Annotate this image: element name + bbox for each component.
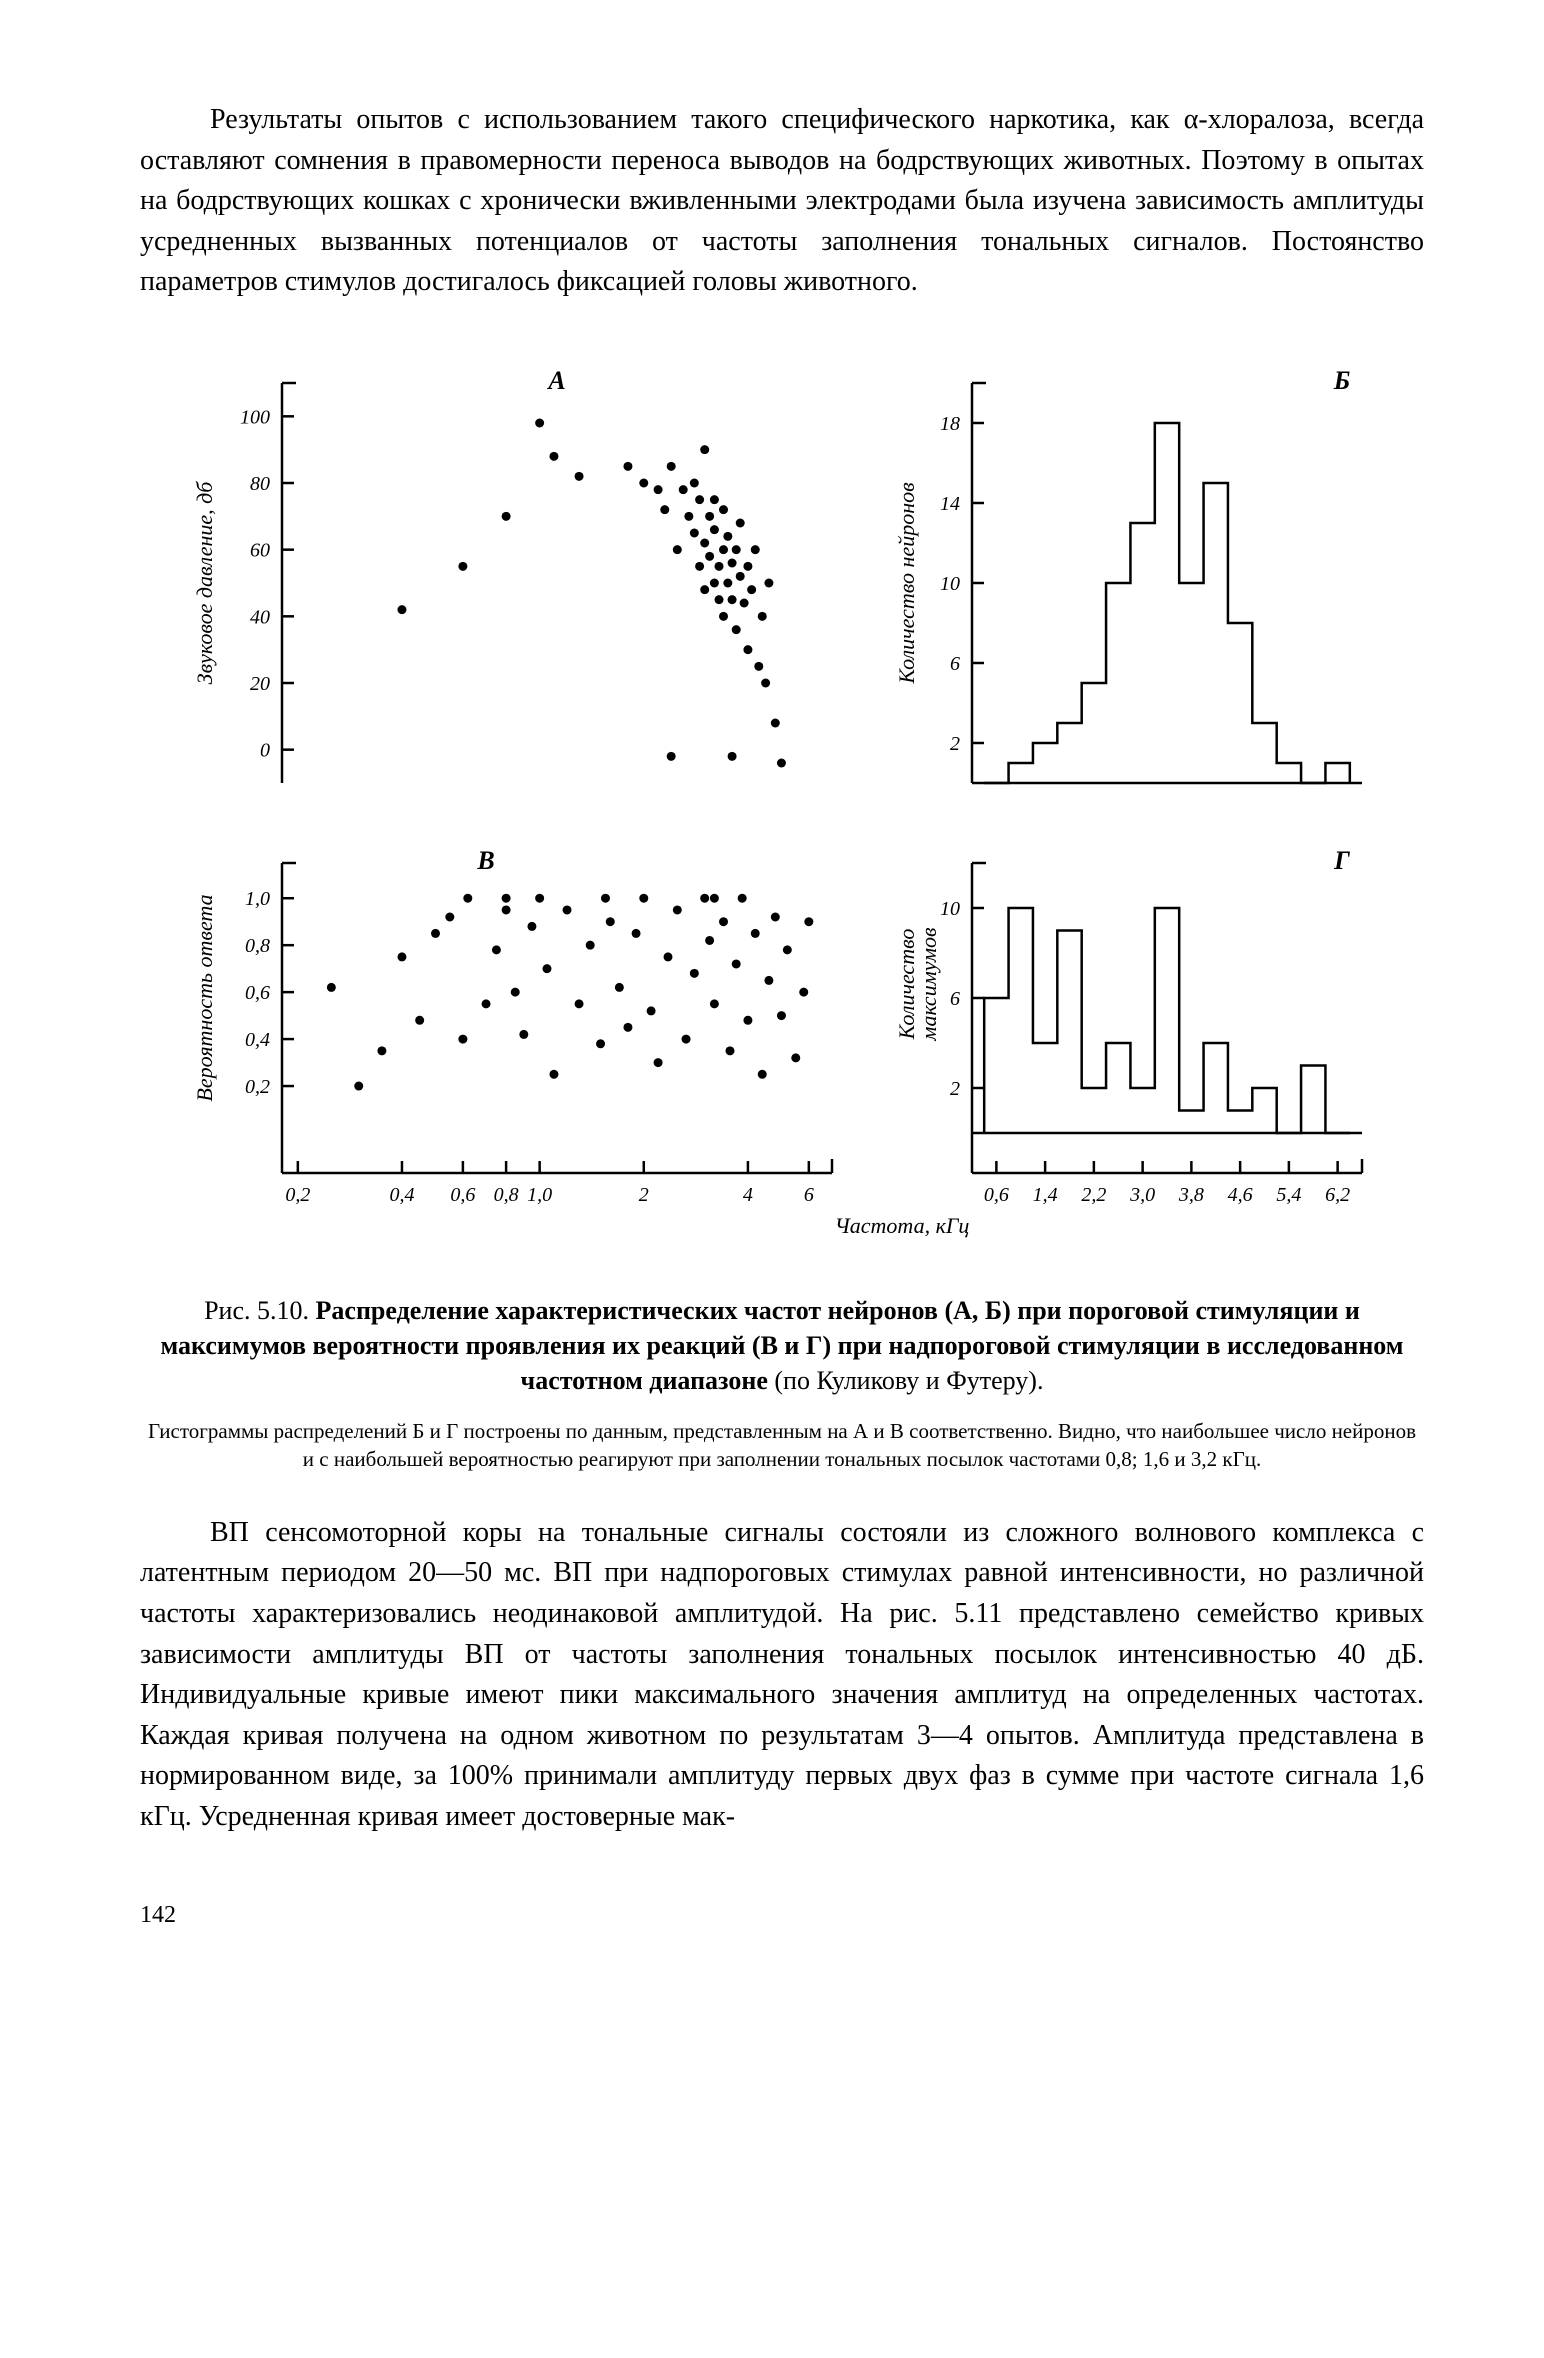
svg-text:14: 14 xyxy=(940,493,960,515)
caption-lead: Рис. 5.10. xyxy=(204,1296,315,1325)
svg-text:10: 10 xyxy=(940,573,960,595)
svg-text:0,6: 0,6 xyxy=(984,1184,1009,1206)
svg-text:Звуковое давление, дб: Звуковое давление, дб xyxy=(192,481,217,685)
svg-text:2: 2 xyxy=(950,1078,960,1100)
svg-text:60: 60 xyxy=(250,540,270,562)
svg-text:0,6: 0,6 xyxy=(450,1184,475,1206)
svg-text:4: 4 xyxy=(743,1184,753,1206)
svg-text:В: В xyxy=(476,846,494,875)
svg-text:3,8: 3,8 xyxy=(1178,1184,1204,1206)
svg-text:10: 10 xyxy=(940,898,960,920)
figure-5-10: 0 20 40 60 80 100 Звуковое давление, дб А 0,2 0,4… xyxy=(162,343,1402,1263)
svg-text:0: 0 xyxy=(260,740,270,762)
svg-text:максимумов: максимумов xyxy=(916,927,941,1042)
svg-text:2,2: 2,2 xyxy=(1081,1184,1106,1206)
figure-caption: Рис. 5.10. Распределение характеристичес… xyxy=(140,1293,1424,1398)
svg-text:0,2: 0,2 xyxy=(245,1076,270,1098)
svg-text:2: 2 xyxy=(639,1184,649,1206)
svg-text:2: 2 xyxy=(950,733,960,755)
svg-text:Частота, кГц: Частота, кГц xyxy=(835,1213,970,1238)
svg-text:3,0: 3,0 xyxy=(1129,1184,1155,1206)
page-number: 142 xyxy=(140,1898,1424,1933)
svg-text:80: 80 xyxy=(250,473,270,495)
svg-text:0,6: 0,6 xyxy=(245,982,270,1004)
svg-text:Количество нейронов: Количество нейронов xyxy=(894,482,919,685)
svg-text:1,0: 1,0 xyxy=(245,888,270,910)
svg-text:20: 20 xyxy=(250,673,270,695)
svg-text:0,4: 0,4 xyxy=(245,1029,270,1051)
paragraph-2: ВП сенсомоторной коры на тональные сигна… xyxy=(140,1513,1424,1838)
svg-text:Вероятность ответа: Вероятность ответа xyxy=(192,894,217,1101)
svg-text:А: А xyxy=(546,366,565,395)
svg-text:40: 40 xyxy=(250,606,270,628)
svg-text:6: 6 xyxy=(950,653,960,675)
paragraph-1: Результаты опытов с использованием таког… xyxy=(140,100,1424,303)
svg-text:100: 100 xyxy=(240,406,270,428)
svg-text:1,0: 1,0 xyxy=(527,1184,552,1206)
caption-tail: (по Куликову и Футеру). xyxy=(768,1366,1044,1395)
figure-subcaption: Гистограммы распределений Б и Г построен… xyxy=(140,1418,1424,1473)
svg-text:0,4: 0,4 xyxy=(389,1184,414,1206)
svg-text:1,4: 1,4 xyxy=(1033,1184,1058,1206)
svg-text:0,8: 0,8 xyxy=(494,1184,519,1206)
svg-text:6: 6 xyxy=(950,988,960,1010)
svg-text:4,6: 4,6 xyxy=(1228,1184,1253,1206)
svg-text:5,4: 5,4 xyxy=(1276,1184,1301,1206)
svg-text:18: 18 xyxy=(940,413,960,435)
svg-text:6,2: 6,2 xyxy=(1325,1184,1350,1206)
svg-text:Г: Г xyxy=(1333,846,1350,875)
svg-text:0,8: 0,8 xyxy=(245,935,270,957)
svg-text:6: 6 xyxy=(804,1184,814,1206)
svg-text:0,2: 0,2 xyxy=(285,1184,310,1206)
svg-text:Б: Б xyxy=(1333,366,1351,395)
